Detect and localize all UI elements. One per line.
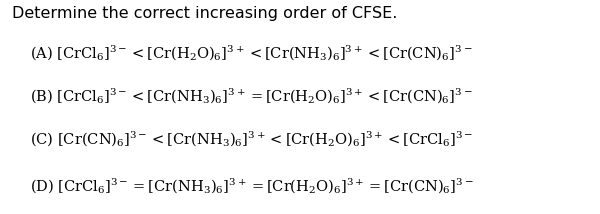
Text: (B) $\mathregular{[CrCl_6]^{3-} < [Cr(NH_3)_6]^{3+} = [Cr(H_2O)_6]^{3+} < [Cr(CN: (B) $\mathregular{[CrCl_6]^{3-} < [Cr(NH… (30, 87, 473, 106)
Text: (C) $\mathregular{[Cr(CN)_6]^{3-} < [Cr(NH_3)_6]^{3+} < [Cr(H_2O)_6]^{3+} < [CrC: (C) $\mathregular{[Cr(CN)_6]^{3-} < [Cr(… (30, 129, 473, 149)
Text: Determine the correct increasing order of CFSE.: Determine the correct increasing order o… (12, 6, 397, 21)
Text: (D) $\mathregular{[CrCl_6]^{3-} = [Cr(NH_3)_6]^{3+} = [Cr(H_2O)_6]^{3+} = [Cr(CN: (D) $\mathregular{[CrCl_6]^{3-} = [Cr(NH… (30, 177, 474, 196)
Text: (A) $\mathregular{[CrCl_6]^{3-} < [Cr(H_2O)_6]^{3+} < [Cr(NH_3)_6]^{3+} < [Cr(CN: (A) $\mathregular{[CrCl_6]^{3-} < [Cr(H_… (30, 44, 473, 63)
